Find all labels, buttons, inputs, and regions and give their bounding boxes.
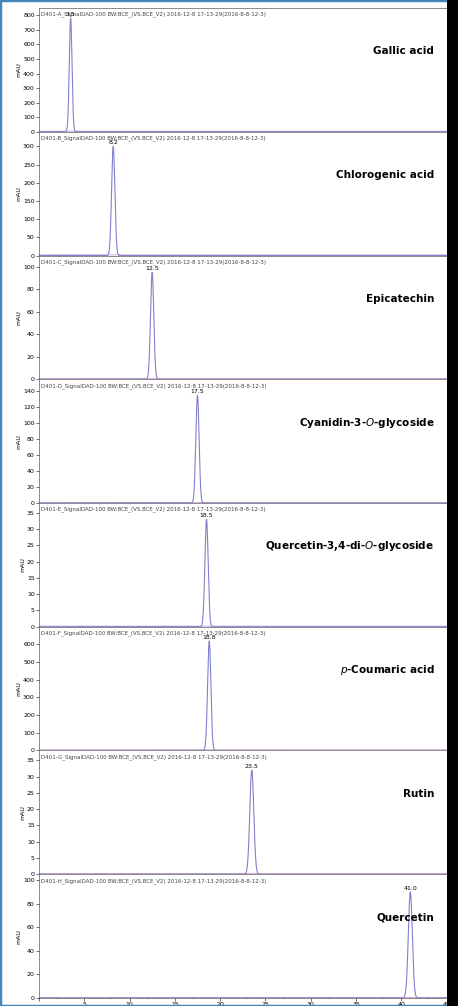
Y-axis label: mAU: mAU <box>21 557 26 572</box>
Text: D401-D_SignalDAD-100 BW:BCE_(VS.BCE_V2) 2016-12-8 17-13-29(2016-8-8-12-3): D401-D_SignalDAD-100 BW:BCE_(VS.BCE_V2) … <box>41 383 267 388</box>
Text: Rutin: Rutin <box>403 789 434 799</box>
Text: D401-H_SignalDAD-100 BW:BCE_(VS.BCE_V2) 2016-12-8 17-13-29(2016-8-8-12-3): D401-H_SignalDAD-100 BW:BCE_(VS.BCE_V2) … <box>41 878 267 883</box>
Text: Epicatechin: Epicatechin <box>366 294 434 304</box>
Text: Quercetin-3,4-di-$\mathit{O}$-glycoside: Quercetin-3,4-di-$\mathit{O}$-glycoside <box>265 539 434 553</box>
Y-axis label: mAU: mAU <box>21 805 26 820</box>
Text: 23.5: 23.5 <box>245 764 259 769</box>
Text: Quercetin: Quercetin <box>376 912 434 923</box>
Y-axis label: mAU: mAU <box>16 434 22 449</box>
Y-axis label: mAU: mAU <box>17 929 22 944</box>
Y-axis label: mAU: mAU <box>16 681 22 696</box>
Text: D401-G_SignalDAD-100 BW:BCE_(VS.BCE_V2) 2016-12-8 17-13-29(2016-8-8-12-3): D401-G_SignalDAD-100 BW:BCE_(VS.BCE_V2) … <box>41 754 267 760</box>
Y-axis label: mAU: mAU <box>16 186 22 201</box>
Text: 8.2: 8.2 <box>108 140 118 145</box>
Text: 17.5: 17.5 <box>191 389 204 394</box>
Text: Cyanidin-3-$\mathit{O}$-glycoside: Cyanidin-3-$\mathit{O}$-glycoside <box>299 415 434 430</box>
Text: 18.5: 18.5 <box>200 513 213 518</box>
Text: D401-A_SignalDAD-100 BW:BCE_(VS.BCE_V2) 2016-12-8 17-13-29(2016-8-8-12-3): D401-A_SignalDAD-100 BW:BCE_(VS.BCE_V2) … <box>41 12 266 17</box>
Text: D401-B_SignalDAD-100 BW:BCE_(VS.BCE_V2) 2016-12-8 17-13-29(2016-8-8-12-3): D401-B_SignalDAD-100 BW:BCE_(VS.BCE_V2) … <box>41 136 266 141</box>
Text: Chlorogenic acid: Chlorogenic acid <box>336 170 434 180</box>
Text: 3.5: 3.5 <box>65 12 76 17</box>
Text: 18.8: 18.8 <box>202 635 216 640</box>
Text: 12.5: 12.5 <box>145 267 159 272</box>
Y-axis label: mAU: mAU <box>17 310 22 325</box>
Y-axis label: mAU: mAU <box>16 62 22 77</box>
Text: $\mathit{p}$-Coumaric acid: $\mathit{p}$-Coumaric acid <box>340 663 434 677</box>
Text: D401-E_SignalDAD-100 BW:BCE_(VS.BCE_V2) 2016-12-8 17-13-29(2016-8-8-12-3): D401-E_SignalDAD-100 BW:BCE_(VS.BCE_V2) … <box>41 507 266 512</box>
Text: Gallic acid: Gallic acid <box>373 46 434 56</box>
Text: D401-F_SignalDAD-100 BW:BCE_(VS.BCE_V2) 2016-12-8 17-13-29(2016-8-8-12-3): D401-F_SignalDAD-100 BW:BCE_(VS.BCE_V2) … <box>41 631 265 636</box>
Text: D401-C_SignalDAD-100 BW:BCE_(VS.BCE_V2) 2016-12-8 17-13-29(2016-8-8-12-3): D401-C_SignalDAD-100 BW:BCE_(VS.BCE_V2) … <box>41 260 266 265</box>
Text: 41.0: 41.0 <box>403 886 417 891</box>
